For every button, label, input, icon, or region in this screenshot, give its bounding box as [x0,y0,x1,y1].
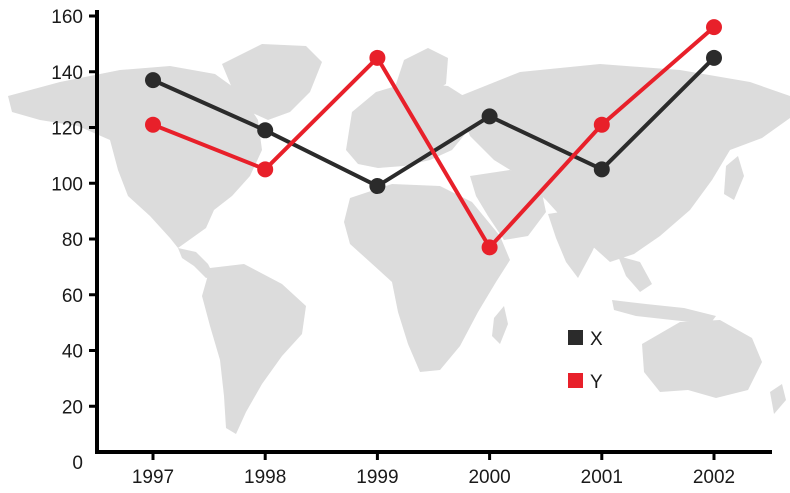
legend-swatch [568,330,583,345]
axes [95,10,772,454]
map-north-america [8,66,262,248]
data-point [369,49,386,66]
map-south-america [202,264,306,434]
x-tick-label: 2000 [468,467,510,488]
map-scandinavia [392,48,448,98]
legend-swatch [568,373,583,388]
map-australia [642,320,762,398]
x-tick-label: 2002 [693,467,735,488]
map-africa [344,184,510,372]
map-southeast-asia [612,256,716,324]
y-tick-label: 160 [51,7,83,28]
series-line [152,25,716,250]
data-point [369,178,386,195]
map-japan [724,156,744,200]
data-point [481,239,498,256]
map-india [548,208,604,278]
data-point [706,19,722,36]
y-tick-label: 20 [62,397,83,418]
data-point [593,116,610,133]
data-point [481,108,498,125]
x-tick-label: 1997 [132,467,174,488]
legend-label: Y [590,372,603,393]
map-madagascar [492,306,508,344]
series-y [145,19,722,256]
data-point [145,72,161,89]
map-greenland [222,44,322,120]
y-tick-label: 60 [62,286,83,307]
y-tick-label: 40 [62,342,83,363]
legend: XY [568,329,603,393]
world-map-background [8,44,790,434]
data-point [706,49,722,66]
data-point [257,122,274,139]
y-tick-label: 80 [62,230,83,251]
data-point [593,161,610,178]
data-point [257,161,274,178]
map-asia [460,64,790,262]
y-axis-ticks: 0 20 40 60 80 100 120 140 160 [51,7,97,474]
y-tick-label: 120 [51,119,83,140]
map-new-zealand [770,384,786,414]
map-middle-east [470,170,546,240]
series-layer [145,19,722,256]
x-tick-label: 1999 [356,467,398,488]
map-central-america [178,248,214,278]
y-tick-label: 140 [51,63,83,84]
x-tick-label: 2001 [581,467,623,488]
y-tick-label: 100 [51,174,83,195]
data-point [145,116,161,133]
x-tick-label: 1998 [244,467,286,488]
y-tick-label: 0 [72,453,83,474]
legend-label: X [590,329,603,350]
x-axis-ticks: 1997 1998 1999 2000 2001 2002 [132,452,735,488]
